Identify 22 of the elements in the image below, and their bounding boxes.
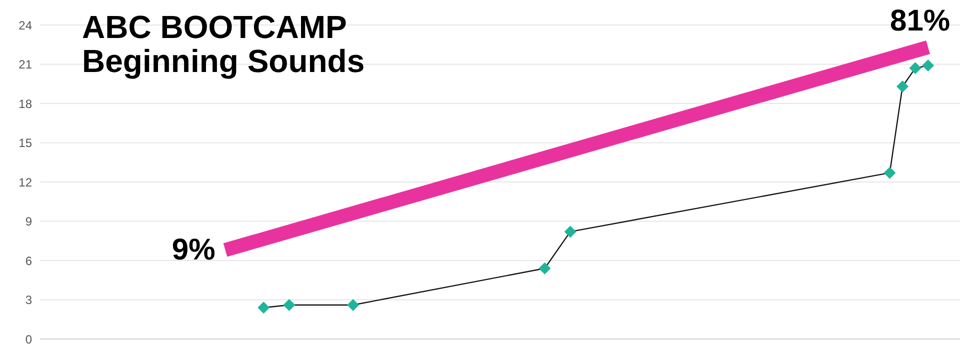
point bbox=[538, 262, 551, 274]
y-tick-label: 18 bbox=[18, 96, 32, 111]
y-tick-label: 3 bbox=[25, 293, 32, 308]
point bbox=[922, 60, 934, 72]
text: Beginning Sounds bbox=[82, 43, 365, 79]
y-tick-label: 12 bbox=[18, 175, 32, 190]
annotation: 9% bbox=[172, 234, 216, 267]
chart-title: ABC BOOTCAMP bbox=[82, 9, 348, 45]
point bbox=[283, 298, 296, 311]
point bbox=[896, 80, 908, 92]
y-tick-label: 21 bbox=[18, 58, 32, 72]
annotation: 81% bbox=[890, 4, 950, 38]
point bbox=[884, 166, 896, 179]
point bbox=[258, 302, 270, 314]
y-tick-label: 15 bbox=[18, 136, 32, 150]
y-tick-label: 24 bbox=[18, 18, 32, 32]
y-tick-label: 9 bbox=[25, 214, 32, 229]
point bbox=[909, 62, 922, 74]
y-tick-label: 0 bbox=[25, 332, 32, 346]
point bbox=[347, 298, 360, 311]
point bbox=[564, 226, 576, 238]
y-tick-label: 6 bbox=[25, 254, 32, 268]
